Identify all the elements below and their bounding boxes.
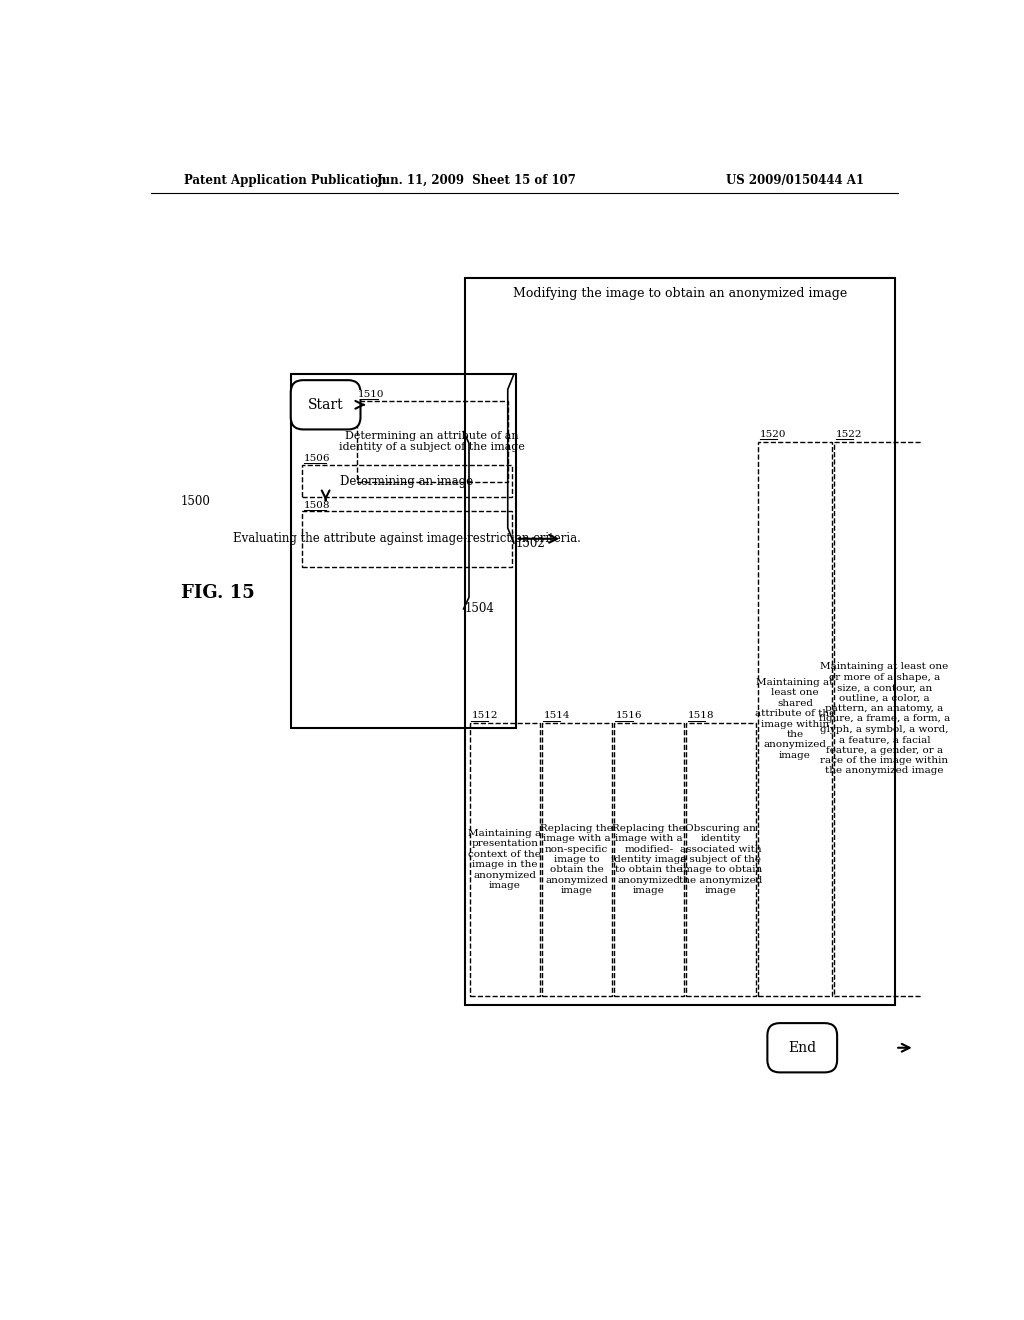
Text: Determining an image: Determining an image: [340, 474, 473, 487]
Text: Replacing the
image with a
modified-
identity image
to obtain the
anonymized
ima: Replacing the image with a modified- ide…: [611, 824, 686, 895]
Text: 1502: 1502: [515, 537, 545, 550]
Text: FIG. 15: FIG. 15: [180, 585, 254, 602]
Bar: [291, 374, 515, 729]
FancyBboxPatch shape: [767, 1023, 838, 1072]
Text: 1516: 1516: [615, 711, 642, 721]
Bar: [470, 723, 540, 997]
Text: 1508: 1508: [304, 500, 331, 510]
Text: 1510: 1510: [358, 391, 385, 400]
Bar: [465, 277, 895, 1006]
Text: End: End: [788, 1040, 816, 1055]
Text: Determining an attribute of an
identity of a subject of the image: Determining an attribute of an identity …: [339, 430, 525, 453]
Bar: [302, 465, 512, 498]
FancyBboxPatch shape: [291, 380, 360, 429]
Text: Replacing the
image with a
non-specific
image to
obtain the
anonymized
image: Replacing the image with a non-specific …: [541, 824, 613, 895]
Text: 1506: 1506: [304, 454, 331, 463]
Text: Evaluating the attribute against image-restriction criteria.: Evaluating the attribute against image-r…: [233, 532, 581, 545]
Text: Start: Start: [308, 397, 343, 412]
Text: US 2009/0150444 A1: US 2009/0150444 A1: [726, 174, 864, 187]
Bar: [686, 723, 756, 997]
Bar: [758, 442, 831, 997]
Text: 1500: 1500: [180, 495, 211, 508]
Text: 1520: 1520: [760, 430, 786, 440]
Text: 1512: 1512: [471, 711, 498, 721]
Text: Obscuring an
identity
associated with
a subject of the
image to obtain
the anony: Obscuring an identity associated with a …: [679, 824, 763, 895]
Bar: [614, 723, 684, 997]
Text: Jun. 11, 2009  Sheet 15 of 107: Jun. 11, 2009 Sheet 15 of 107: [377, 174, 577, 187]
Text: Maintaining at least one
or more of a shape, a
size, a contour, an
outline, a co: Maintaining at least one or more of a sh…: [819, 663, 950, 775]
Bar: [834, 442, 935, 997]
Text: Patent Application Publication: Patent Application Publication: [183, 174, 386, 187]
Bar: [302, 511, 512, 566]
Text: 1514: 1514: [544, 711, 570, 721]
Text: Maintaining a
presentation
context of the
image in the
anonymized
image: Maintaining a presentation context of th…: [468, 829, 542, 890]
Text: 1518: 1518: [687, 711, 714, 721]
Text: 1522: 1522: [836, 430, 862, 440]
Text: Modifying the image to obtain an anonymized image: Modifying the image to obtain an anonymi…: [513, 286, 847, 300]
Text: 1504: 1504: [465, 602, 495, 615]
Bar: [356, 401, 508, 482]
Bar: [542, 723, 611, 997]
Text: Maintaining at
least one
shared
attribute of the
image within
the
anonymized
ima: Maintaining at least one shared attribut…: [755, 678, 835, 760]
